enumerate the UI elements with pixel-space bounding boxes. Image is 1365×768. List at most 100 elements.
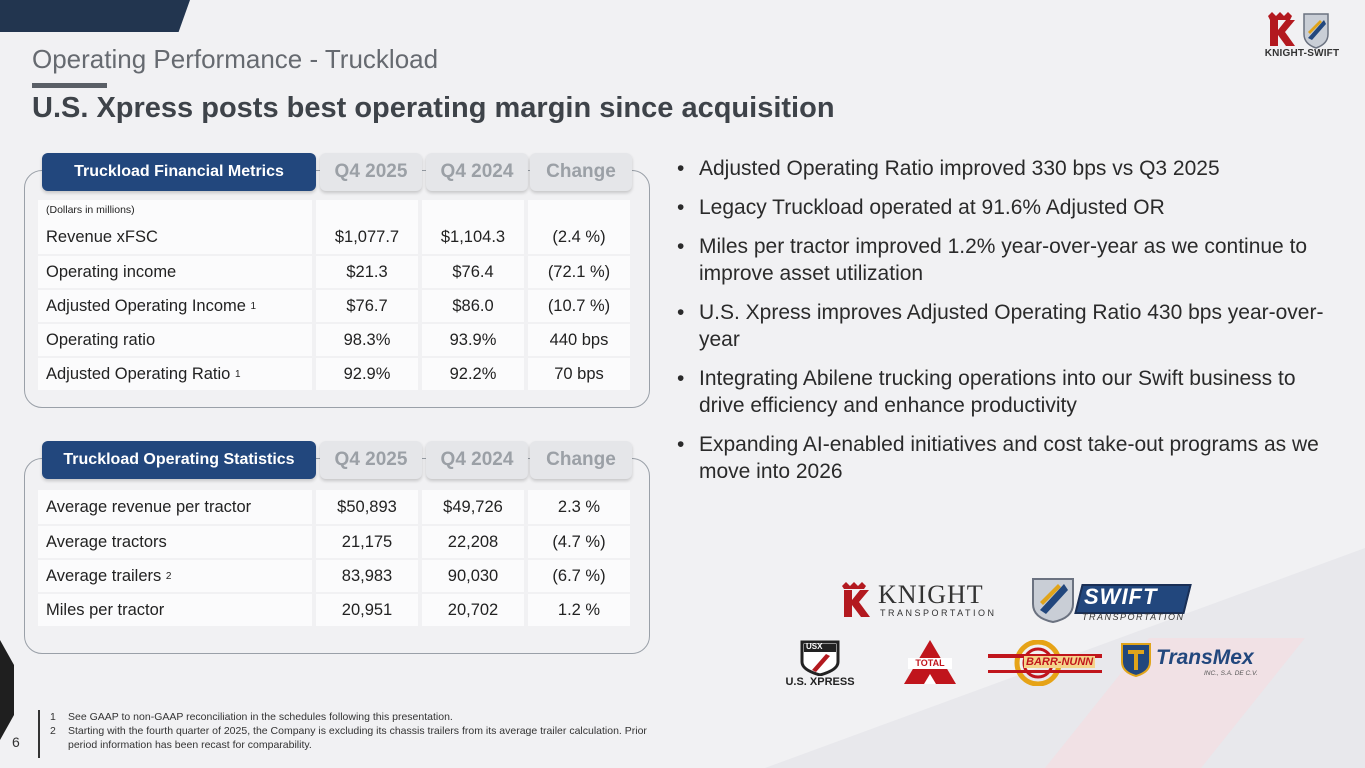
bullet-list: Adjusted Operating Ratio improved 330 bp… [677,155,1337,497]
total-name: TOTAL [915,658,945,668]
footnote-text: See GAAP to non-GAAP reconciliation in t… [68,711,453,723]
top-accent-bar [0,0,190,32]
row-label: Average trailers [46,566,162,585]
cell-change: (4.7 %) [528,526,630,558]
footnote-text: Starting with the fourth quarter of 2025… [68,725,647,751]
swift-sub: TRANSPORTATION [1082,612,1185,622]
row-label: Average revenue per tractor [38,490,312,524]
table-row: Miles per tractor 20,951 20,702 1.2 % [38,594,634,626]
row-label: Adjusted Operating Income [46,296,246,315]
bullet-item: U.S. Xpress improves Adjusted Operating … [677,299,1337,353]
bullet-item: Legacy Truckload operated at 91.6% Adjus… [677,194,1337,221]
title-rule [32,83,107,88]
total-triangle-icon [904,640,956,684]
cell-change: 2.3 % [528,490,630,524]
footnote-ref: 2 [165,570,172,582]
financial-header-q4-2024: Q4 2024 [426,153,528,191]
headline: U.S. Xpress posts best operating margin … [32,92,835,124]
cell-q4-2024: 93.9% [422,324,524,356]
transmex-shield-icon [1121,643,1151,678]
cell-change: (6.7 %) [528,560,630,592]
units-note: (Dollars in millions) [46,204,135,216]
cell-q4-2024: $49,726 [422,490,524,524]
cell-change: (2.4 %) [528,200,630,254]
knight-transportation-logo: KNIGHT TRANSPORTATION [840,580,1000,620]
footnote-ref: 1 [250,300,257,312]
barr-nunn-logo: BARR-NUNN [988,640,1102,686]
cell-q4-2025: $76.7 [316,290,418,322]
barr-nunn-name: BARR-NUNN [1024,656,1096,668]
operating-header-q4-2024: Q4 2024 [426,441,528,479]
table-row: Adjusted Operating Ratio 1 92.9% 92.2% 7… [38,358,634,390]
swift-shield-icon [1032,578,1074,624]
table-row: (Dollars in millions) Revenue xFSC $1,07… [38,200,634,254]
row-label: Operating income [38,256,312,288]
cell-q4-2025: 98.3% [316,324,418,356]
cell-change: 440 bps [528,324,630,356]
table-row: Average revenue per tractor $50,893 $49,… [38,490,634,524]
transmex-logo: TransMex INC., S.A. DE C.V. [1120,642,1276,684]
financial-header-q4-2025: Q4 2025 [320,153,422,191]
operating-header-title: Truckload Operating Statistics [42,441,316,479]
footnote: 1 See GAAP to non-GAAP reconciliation in… [50,710,650,724]
bullet-item: Miles per tractor improved 1.2% year-ove… [677,233,1337,287]
footnote-ref: 1 [234,368,241,380]
cell-q4-2024: 20,702 [422,594,524,626]
left-edge-decoration [0,640,14,740]
row-label: Miles per tractor [38,594,312,626]
cell-change: 1.2 % [528,594,630,626]
knight-swift-logo [1268,12,1329,49]
footnote-number: 1 [50,711,56,723]
cell-q4-2025: $50,893 [316,490,418,524]
usx-badge: USX [806,642,823,651]
row-label: Average tractors [38,526,312,558]
transmex-name: TransMex [1156,646,1254,669]
table-row: Average tractors 21,175 22,208 (4.7 %) [38,526,634,558]
footnote-divider [38,710,40,758]
bullet-item: Adjusted Operating Ratio improved 330 bp… [677,155,1337,182]
transmex-sub: INC., S.A. DE C.V. [1204,670,1258,677]
cell-change: (10.7 %) [528,290,630,322]
cell-q4-2024: $1,104.3 [422,200,524,254]
swift-shield-icon [1303,13,1329,49]
row-label: Adjusted Operating Ratio [46,364,231,383]
knight-k-icon [1268,12,1295,46]
usx-name: U.S. XPRESS [785,676,855,688]
cell-q4-2024: 22,208 [422,526,524,558]
knight-sub: TRANSPORTATION [880,608,997,618]
footnotes: 1 See GAAP to non-GAAP reconciliation in… [50,710,650,752]
cell-q4-2025: 92.9% [316,358,418,390]
bullet-item: Expanding AI-enabled initiatives and cos… [677,431,1337,485]
page-number: 6 [12,734,20,750]
knight-k-icon [842,582,870,617]
operating-header-q4-2025: Q4 2025 [320,441,422,479]
cell-q4-2024: 90,030 [422,560,524,592]
bullet-item: Integrating Abilene trucking operations … [677,365,1337,419]
us-xpress-logo: USX U.S. XPRESS [772,640,868,690]
financial-header-change: Change [530,153,632,191]
cell-q4-2025: $1,077.7 [316,200,418,254]
row-label: Operating ratio [38,324,312,356]
footnote: 2 Starting with the fourth quarter of 20… [50,724,650,752]
cell-change: 70 bps [528,358,630,390]
financial-header-title: Truckload Financial Metrics [42,153,316,191]
usx-shield-icon [800,640,840,676]
cell-q4-2025: $21.3 [316,256,418,288]
section-title: Operating Performance - Truckload [32,44,439,74]
cell-q4-2024: $76.4 [422,256,524,288]
logo-caption: KNIGHT-SWIFT [1264,48,1340,59]
swift-name: SWIFT [1084,584,1158,609]
knight-name: KNIGHT [878,580,984,609]
table-row: Operating ratio 98.3% 93.9% 440 bps [38,324,634,356]
table-row: Adjusted Operating Income 1 $76.7 $86.0 … [38,290,634,322]
table-row: Average trailers 2 83,983 90,030 (6.7 %) [38,560,634,592]
cell-q4-2024: 92.2% [422,358,524,390]
cell-q4-2024: $86.0 [422,290,524,322]
row-label: Revenue xFSC [46,228,158,246]
cell-q4-2025: 21,175 [316,526,418,558]
cell-q4-2025: 83,983 [316,560,418,592]
swift-transportation-logo: SWIFT TRANSPORTATION [1030,576,1192,626]
cell-q4-2025: 20,951 [316,594,418,626]
operating-header-change: Change [530,441,632,479]
footnote-number: 2 [50,725,56,737]
